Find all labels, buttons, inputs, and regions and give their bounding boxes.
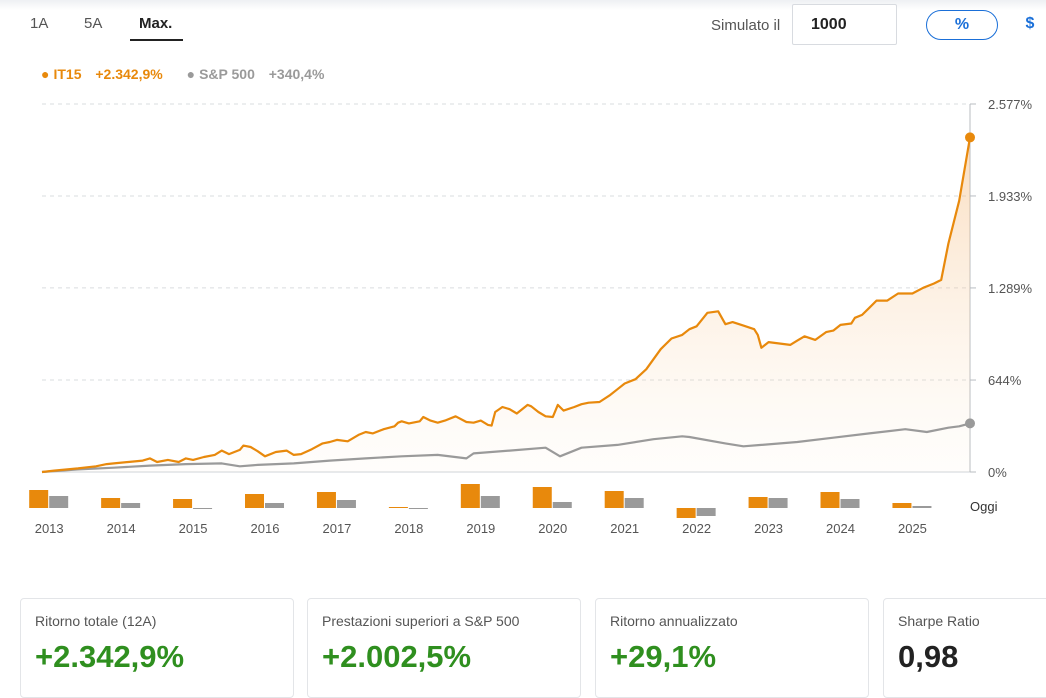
stat-label: Sharpe Ratio	[898, 613, 980, 629]
it15-end-point	[965, 132, 975, 143]
tab-max[interactable]: Max.	[139, 15, 173, 32]
simulator-amount-input[interactable]	[792, 4, 897, 45]
legend-value-sp500: +340,4%	[268, 66, 325, 82]
annual-bar-it15	[676, 508, 696, 518]
annual-bar-it15	[604, 491, 624, 508]
annual-bar-sp500	[193, 508, 213, 509]
annual-bar-sp500	[696, 508, 716, 516]
stat-card-outperformance: Prestazioni superiori a S&P 500 +2.002,5…	[307, 598, 581, 698]
annual-bar-it15	[173, 499, 193, 508]
performance-chart: 2.577% 1.933% 1.289% 644% 0% 2013 2014 2015 2016…	[29, 97, 1033, 536]
x-tick-label: 2022	[682, 521, 711, 536]
top-shadow	[0, 0, 1046, 10]
x-tick-label: 2016	[251, 521, 280, 536]
stat-label: Prestazioni superiori a S&P 500	[322, 613, 520, 629]
annual-bar-it15	[532, 487, 552, 508]
it15-line	[41, 137, 972, 474]
y-tick-label: 644%	[988, 373, 1022, 388]
sp500-end-point	[965, 418, 975, 429]
tab-1-year[interactable]: 1A	[30, 15, 49, 32]
legend-name-sp500: S&P 500	[199, 66, 255, 82]
sp500-line	[41, 422, 971, 474]
active-tab-indicator	[130, 39, 183, 41]
annual-bar-it15	[460, 484, 480, 508]
x-tick-label: 2023	[754, 521, 783, 536]
stat-card-annualized-return: Ritorno annualizzato +29,1%	[595, 598, 869, 698]
annual-bar-it15	[316, 492, 336, 508]
annual-bar-sp500	[552, 502, 572, 508]
annual-bar-sp500	[840, 499, 860, 508]
stat-card-total-return: Ritorno totale (12A) +2.342,9%	[20, 598, 294, 698]
annual-bar-it15	[29, 490, 49, 508]
x-tick-label: 2013	[35, 521, 64, 536]
y-tick-label: 2.577%	[988, 97, 1033, 112]
x-tick-label: 2014	[107, 521, 136, 536]
annual-bar-it15	[892, 503, 912, 508]
percent-toggle-button[interactable]: %	[926, 10, 998, 40]
annual-bar-it15	[388, 507, 408, 508]
x-tick-label: 2019	[466, 521, 495, 536]
stat-value: +2.342,9%	[35, 639, 185, 674]
annual-bar-sp500	[121, 503, 141, 508]
tab-5-years[interactable]: 5A	[84, 15, 103, 32]
legend-dot-sp500: ●	[186, 66, 196, 82]
annual-bar-sp500	[336, 500, 356, 508]
annual-bar-sp500	[480, 496, 500, 508]
annual-bar-sp500	[265, 503, 285, 508]
annual-bar-sp500	[768, 498, 788, 508]
legend-dot-it15: ●	[41, 66, 50, 82]
annual-bar-it15	[245, 494, 265, 508]
x-tick-label: 2025	[898, 521, 927, 536]
annual-bar-sp500	[408, 508, 428, 509]
annual-bar-it15	[820, 492, 840, 508]
x-tick-label: 2024	[826, 521, 855, 536]
legend-value-it15: +2.342,9%	[95, 66, 163, 82]
stat-label: Ritorno totale (12A)	[35, 613, 157, 629]
chart-legend: ● IT15 +2.342,9% ● S&P 500 +340,4%	[41, 66, 328, 82]
stat-value: 0,98	[898, 639, 959, 674]
annual-bar-sp500	[49, 496, 69, 508]
y-tick-label: 1.289%	[988, 281, 1033, 296]
x-tick-label: 2015	[179, 521, 208, 536]
annual-bar-sp500	[912, 506, 932, 508]
x-tick-label: 2021	[610, 521, 639, 536]
stat-card-sharpe-ratio: Sharpe Ratio 0,98	[883, 598, 1046, 698]
y-tick-label: 0%	[988, 465, 1007, 480]
simulator-label: Simulato il	[711, 17, 781, 34]
it15-area-fill	[42, 137, 970, 472]
x-tick-label: 2018	[394, 521, 423, 536]
today-label: Oggi	[970, 499, 998, 514]
annual-bar-it15	[748, 497, 768, 508]
dollar-toggle-button[interactable]: $	[1025, 15, 1035, 32]
x-tick-label: 2017	[322, 521, 351, 536]
annual-bar-it15	[101, 498, 121, 508]
annual-bar-sp500	[624, 498, 644, 508]
legend-name-it15: IT15	[53, 66, 82, 82]
stat-value: +2.002,5%	[322, 639, 472, 674]
x-tick-label: 2020	[538, 521, 567, 536]
y-tick-label: 1.933%	[988, 189, 1033, 204]
stat-label: Ritorno annualizzato	[610, 613, 738, 629]
stat-value: +29,1%	[610, 639, 717, 674]
